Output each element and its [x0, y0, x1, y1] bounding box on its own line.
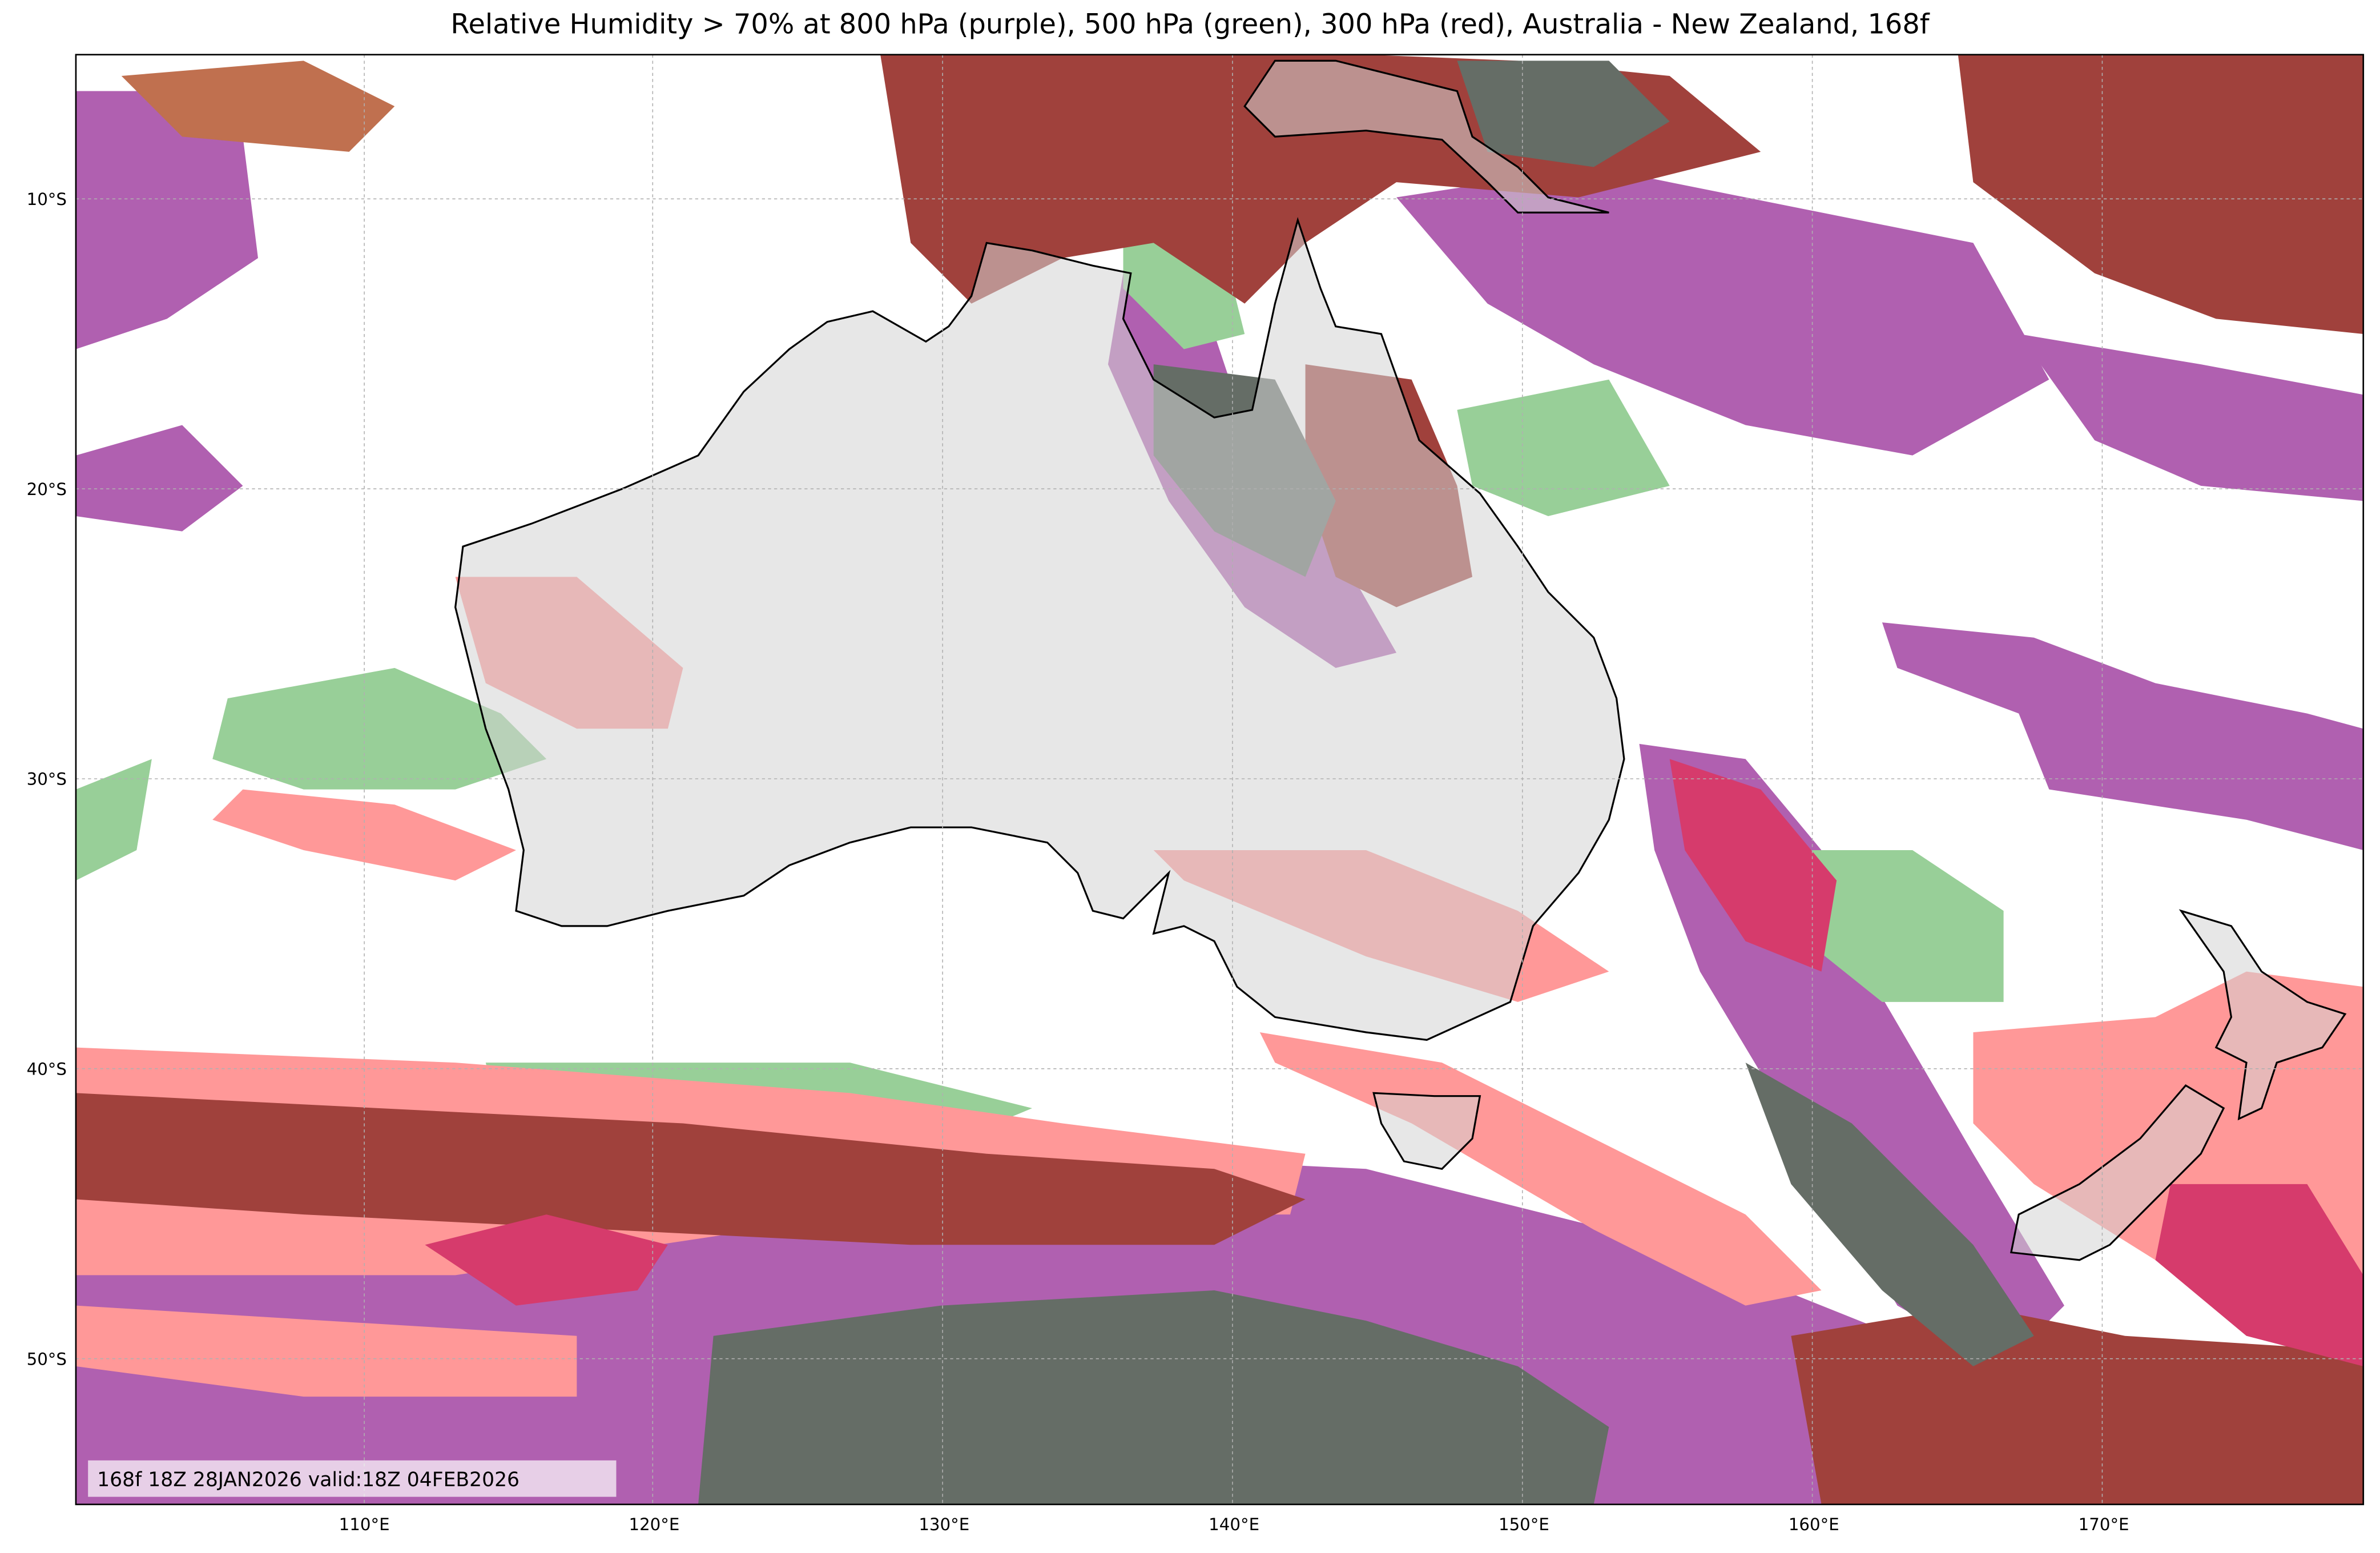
- new-zealand-south: [2010, 1084, 2225, 1261]
- info-text: 168f 18Z 28JAN2026 valid:18Z 04FEB2026: [97, 1468, 520, 1491]
- new-zealand-north: [2178, 909, 2347, 1121]
- tasmania: [1372, 1092, 1481, 1170]
- lon-label: 150°E: [1499, 1515, 1549, 1534]
- australia: [454, 217, 1625, 1041]
- lon-label: 110°E: [339, 1515, 390, 1534]
- lon-label: 130°E: [919, 1515, 969, 1534]
- lon-label: 120°E: [629, 1515, 679, 1534]
- lon-label: 170°E: [2079, 1515, 2129, 1534]
- graticule: [75, 54, 2363, 1504]
- new-guinea: [1243, 59, 1609, 214]
- lat-label: 20°S: [27, 480, 67, 499]
- info-box: [88, 1460, 617, 1497]
- lat-label: 10°S: [27, 190, 67, 209]
- map-area: 168f 18Z 28JAN2026 valid:18Z 04FEB2026: [75, 54, 2363, 1504]
- lat-label: 30°S: [27, 770, 67, 789]
- tick-labels: 10°S 20°S 30°S 40°S 50°S 110°E 120°E 130°E 140°E…: [27, 190, 2129, 1534]
- lon-label: 160°E: [1789, 1515, 1839, 1534]
- lat-label: 40°S: [27, 1059, 67, 1079]
- frame: [75, 54, 2365, 1506]
- lat-label: 50°S: [27, 1349, 67, 1369]
- map-title: Relative Humidity > 70% at 800 hPa (purp…: [450, 9, 1930, 41]
- lon-label: 140°E: [1209, 1515, 1259, 1534]
